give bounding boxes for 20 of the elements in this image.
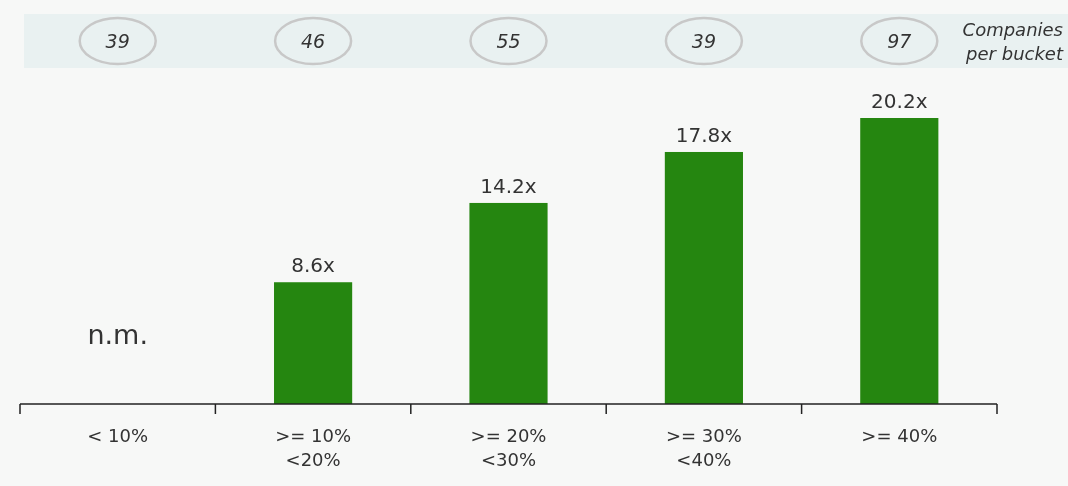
text: 39 [691, 30, 716, 52]
bar [274, 282, 353, 404]
data-label: 20.2x [871, 89, 928, 113]
text: Companies per bucket [962, 19, 1064, 64]
text: 55 [496, 30, 521, 52]
bar [664, 151, 743, 404]
x-tick-label: < 10% [87, 425, 149, 446]
bar [469, 202, 548, 404]
text: n.m. [87, 319, 148, 350]
data-label: 8.6x [291, 253, 336, 278]
text: 46 [301, 30, 326, 52]
bar [860, 118, 939, 404]
text: 39 [105, 30, 130, 52]
text: 97 [887, 30, 912, 52]
data-label: 14.2x [480, 173, 537, 198]
x-tick-label: >= 30% <40% [665, 425, 742, 470]
x-tick-label: >= 20% <30% [470, 425, 547, 470]
x-tick-label: >= 40% [861, 425, 938, 446]
x-tick-label: >= 10% <20% [275, 425, 352, 470]
data-label: 17.8x [675, 122, 733, 147]
